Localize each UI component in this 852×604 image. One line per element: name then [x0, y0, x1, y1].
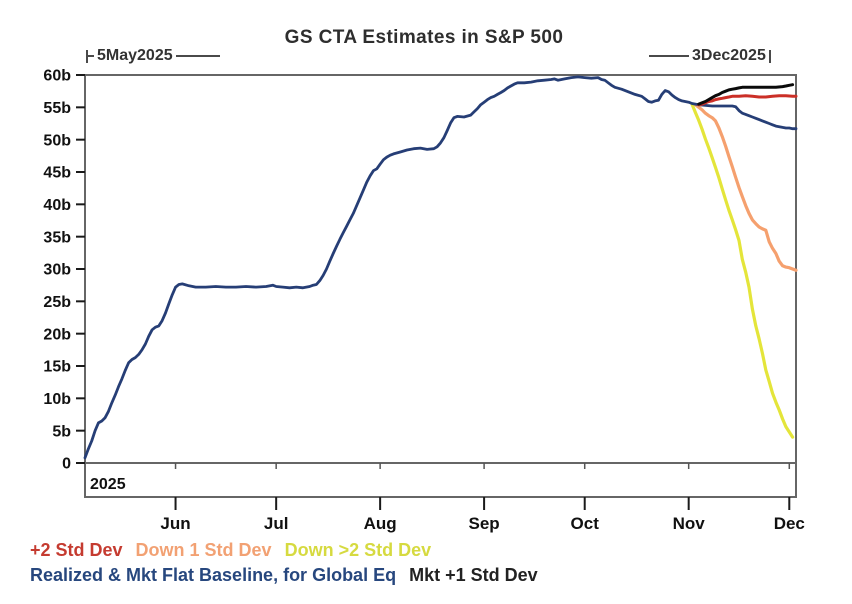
x-tick-label: Nov: [673, 514, 706, 533]
legend-item-mkt-plus-1-std-dev: Mkt +1 Std Dev: [409, 565, 538, 585]
end-date-annotation: 3Dec2025: [649, 46, 771, 66]
x-tick-label: Jul: [264, 514, 289, 533]
start-date-label: 5May2025: [97, 47, 173, 64]
legend-item-plus-2-std-dev: +2 Std Dev: [30, 540, 123, 560]
start-date-annotation: 5May2025: [86, 46, 220, 66]
chart-legend: +2 Std Dev Down 1 Std Dev Down >2 Std De…: [30, 538, 538, 588]
legend-row-1: +2 Std Dev Down 1 Std Dev Down >2 Std De…: [30, 538, 538, 563]
range-line-segment: [649, 55, 689, 57]
range-start-tick-icon: [86, 49, 88, 63]
y-tick-label: 40b: [43, 197, 71, 214]
series-mkt-plus-1-std-dev: [697, 83, 795, 106]
x-tick-label: Jun: [160, 514, 190, 533]
y-tick-label: 25b: [43, 294, 71, 311]
year-box: [84, 462, 797, 498]
series-plus-2-std-dev: [697, 94, 798, 107]
legend-item-realized-baseline: Realized & Mkt Flat Baseline, for Global…: [30, 565, 397, 585]
range-line-segment: [88, 55, 94, 57]
y-tick-label: 55b: [43, 100, 71, 117]
series-down-1-std-dev: [693, 103, 798, 272]
y-tick-label: 45b: [43, 165, 71, 182]
x-tick-label: Sep: [469, 514, 500, 533]
series-down-gt2-std-dev: [690, 102, 795, 439]
chart-title: GS CTA Estimates in S&P 500: [284, 27, 564, 48]
y-tick-label: 0: [62, 456, 71, 473]
year-label: 2025: [90, 476, 126, 493]
y-tick-label: 35b: [43, 229, 71, 246]
plot-frame: [84, 74, 797, 464]
legend-row-2: Realized & Mkt Flat Baseline, for Global…: [30, 563, 538, 588]
range-line-segment: [175, 55, 220, 57]
y-tick-label: 50b: [43, 132, 71, 149]
y-tick-label: 20b: [43, 326, 71, 343]
y-tick-label: 10b: [43, 391, 71, 408]
y-tick-label: 5b: [52, 423, 71, 440]
y-tick-label: 30b: [43, 262, 71, 279]
end-date-label: 3Dec2025: [692, 47, 766, 64]
x-tick-label: Oct: [571, 514, 600, 533]
y-tick-label: 60b: [43, 68, 71, 85]
y-tick-label: 15b: [43, 359, 71, 376]
legend-item-down-gt2-std-dev: Down >2 Std Dev: [284, 540, 432, 560]
legend-item-down-1-std-dev: Down 1 Std Dev: [135, 540, 272, 560]
x-tick-label: Aug: [364, 514, 397, 533]
series-realized-baseline: [83, 75, 798, 460]
range-end-tick-icon: [768, 49, 771, 63]
x-tick-label: Dec: [774, 514, 805, 533]
